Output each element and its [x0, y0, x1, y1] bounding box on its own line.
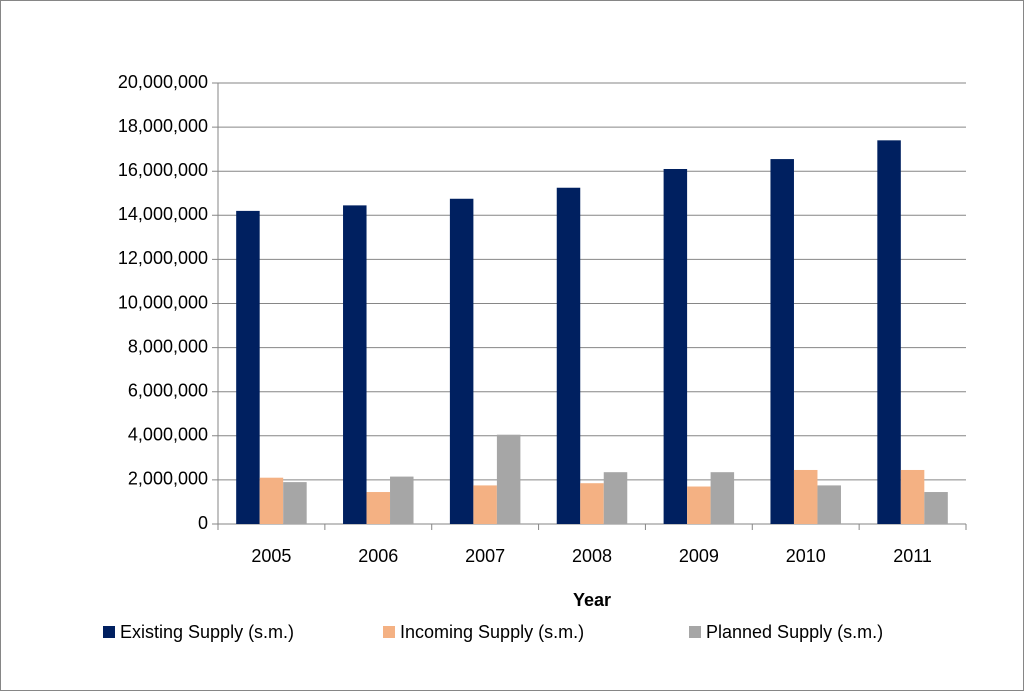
- y-tick-label: 2,000,000: [128, 469, 208, 489]
- bar: [900, 469, 925, 524]
- bar: [449, 198, 474, 524]
- y-tick-label: 10,000,000: [118, 292, 208, 312]
- legend-label: Planned Supply (s.m.): [706, 622, 883, 642]
- bar: [343, 205, 367, 524]
- x-tick-label: 2005: [251, 546, 291, 566]
- bar: [817, 485, 841, 524]
- legend-swatch: [689, 626, 701, 638]
- y-tick-label: 4,000,000: [128, 425, 208, 445]
- x-tick-label: 2009: [679, 546, 719, 566]
- bar: [663, 168, 688, 524]
- bar: [259, 477, 284, 524]
- bar: [793, 469, 818, 524]
- legend-label: Incoming Supply (s.m.): [400, 622, 584, 642]
- y-tick-label: 16,000,000: [118, 160, 208, 180]
- x-tick-label: 2008: [572, 546, 612, 566]
- y-tick-label: 6,000,000: [128, 380, 208, 400]
- legend-label: Existing Supply (s.m.): [120, 622, 294, 642]
- legend-swatch: [103, 626, 115, 638]
- y-tick-label: 12,000,000: [118, 248, 208, 268]
- bar: [283, 482, 307, 524]
- bar: [236, 210, 260, 524]
- y-tick-label: 14,000,000: [118, 204, 208, 224]
- bar: [366, 492, 391, 524]
- bar: [473, 485, 497, 524]
- x-tick-label: 2007: [465, 546, 505, 566]
- y-tick-label: 18,000,000: [118, 116, 208, 136]
- x-tick-label: 2006: [358, 546, 398, 566]
- bar: [390, 476, 414, 524]
- x-tick-label: 2011: [893, 546, 932, 566]
- x-axis-label: Year: [573, 590, 611, 610]
- bar: [556, 187, 581, 525]
- bar: [770, 159, 794, 524]
- legend-swatch: [383, 626, 395, 638]
- bar: [496, 434, 521, 524]
- bar: [687, 486, 711, 524]
- bar: [710, 472, 735, 524]
- y-tick-label: 20,000,000: [118, 72, 208, 92]
- x-tick-label: 2010: [786, 546, 826, 566]
- y-tick-label: 0: [198, 513, 208, 533]
- y-tick-label: 8,000,000: [128, 336, 208, 356]
- bar: [877, 140, 901, 524]
- bar: [924, 492, 948, 524]
- bar: [580, 483, 604, 524]
- bar: [603, 472, 628, 524]
